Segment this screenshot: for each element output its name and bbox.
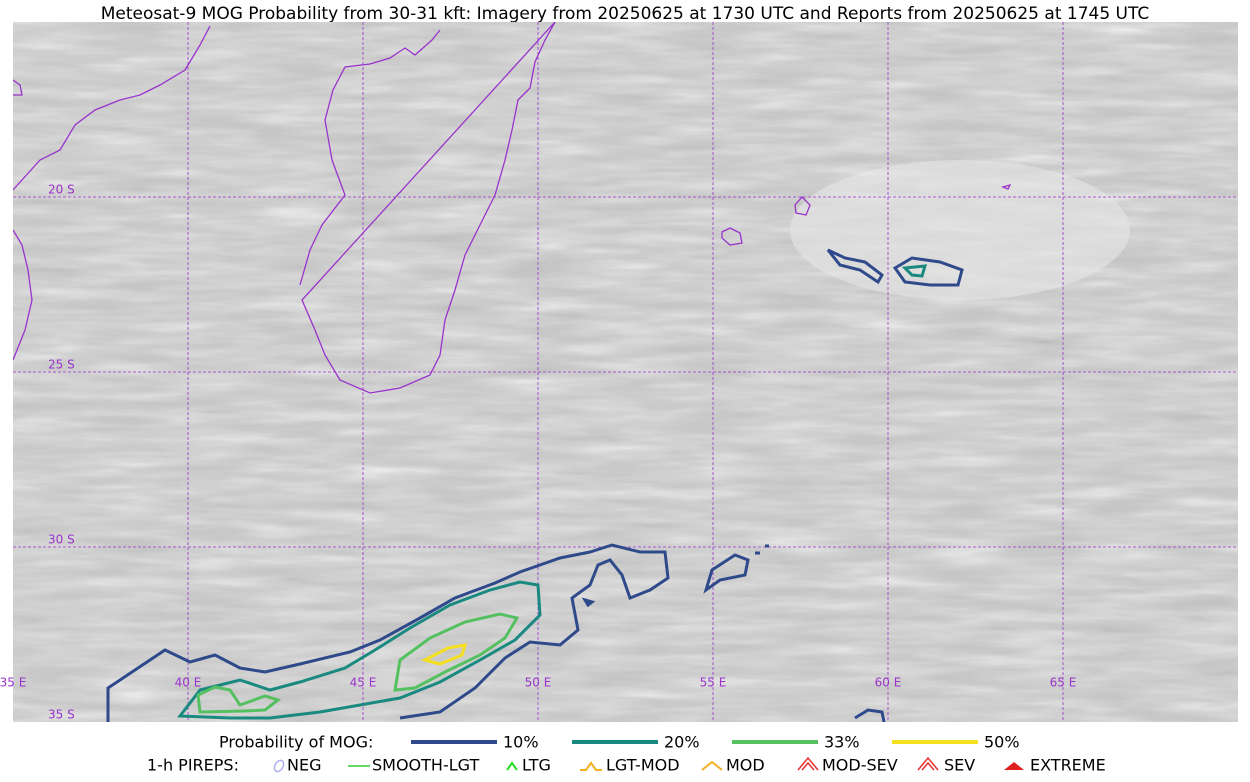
lon-label: 40 E [175,676,202,690]
legend-label: EXTREME [1030,756,1106,775]
legend-label: 10% [503,733,539,752]
legend-title: Probability of MOG: [219,733,373,752]
lat-label: 30 S [48,533,75,547]
lon-label: 35 E [0,676,26,690]
legend-label: SMOOTH-LGT [372,756,479,775]
lon-label: 45 E [350,676,377,690]
legend-probability: Probability of MOG: 10% 20% 33% 50% [219,733,1020,752]
title: Meteosat-9 MOG Probability from 30-31 kf… [101,4,1150,24]
legend-label: MOD-SEV [822,756,898,775]
legend-icon [917,756,939,771]
lat-labels: 20 S 25 S 30 S 35 S [48,183,75,722]
lon-label: 60 E [875,676,902,690]
lat-label: 20 S [48,183,75,197]
lon-labels: 35 E 40 E 45 E 50 E 55 E 60 E 65 E [0,676,1076,690]
legend-label: LGT-MOD [606,756,680,775]
legend-pireps: 1-h PIREPS: NEG SMOOTH-LGT LTG LGT-MOD M… [147,756,1106,775]
lat-label: 25 S [48,358,75,372]
legend-icon [797,756,819,771]
cloud-system [790,160,1130,300]
legend-label: 20% [664,733,700,752]
contours [106,248,964,722]
lon-label: 50 E [525,676,552,690]
legend-label: 33% [824,733,860,752]
legend-icon [273,759,285,773]
lon-label: 55 E [700,676,727,690]
legend-icon [701,760,723,771]
legend-label: LTG [522,756,551,775]
legend-label: SEV [944,756,975,775]
legend-label: 50% [984,733,1020,752]
coastlines [13,22,1012,394]
legend-icon [580,761,602,771]
legend-label: MOD [726,756,765,775]
lat-label: 35 S [48,708,75,722]
legend-icon [1004,762,1024,770]
map [13,22,1238,722]
legend-title: 1-h PIREPS: [147,756,239,775]
legend-icon [506,761,518,771]
lon-label: 65 E [1050,676,1077,690]
legend-label: NEG [287,756,321,775]
